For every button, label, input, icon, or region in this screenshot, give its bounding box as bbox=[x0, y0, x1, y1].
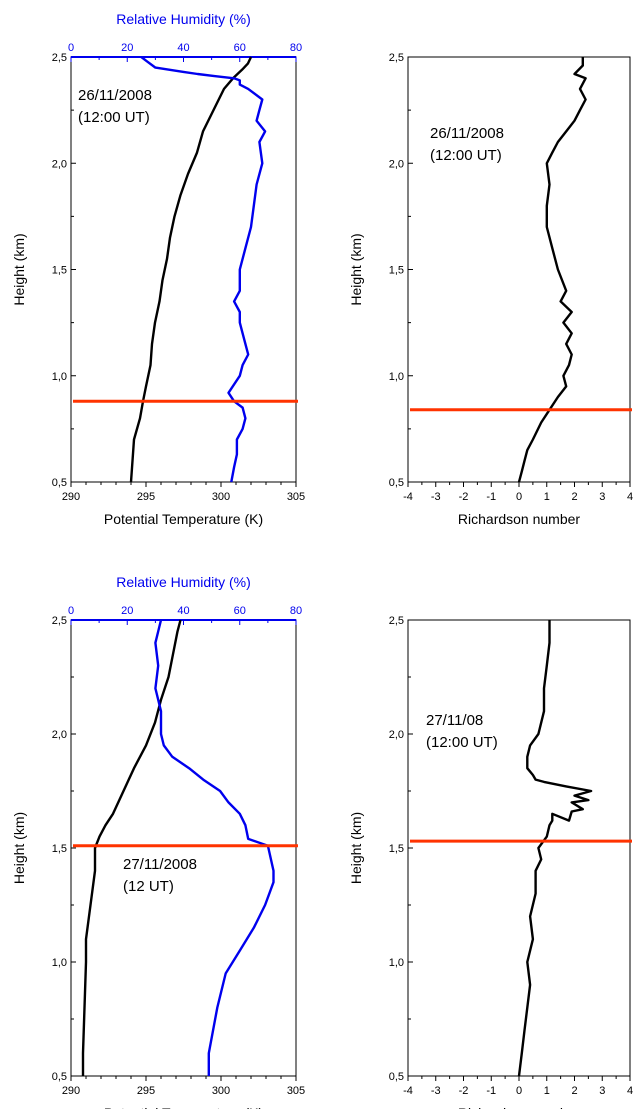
y-tick-label: 0,5 bbox=[52, 477, 67, 489]
y-tick-label: 2,0 bbox=[389, 158, 404, 170]
x-tick-label: 2 bbox=[571, 1085, 577, 1097]
annotation-date: 27/11/08 bbox=[426, 712, 483, 729]
rh-axis-title: Relative Humidity (%) bbox=[116, 11, 251, 27]
y-axis-title: Height (km) bbox=[11, 812, 27, 884]
x-tick-label: 0 bbox=[516, 491, 522, 503]
x-tick-label: -3 bbox=[431, 1085, 441, 1097]
rh-tick-label: 20 bbox=[121, 605, 133, 617]
x-tick-label: 3 bbox=[599, 1085, 605, 1097]
y-axis-title: Height (km) bbox=[348, 812, 364, 884]
rh-tick-label: 0 bbox=[68, 42, 74, 54]
y-tick-label: 1,5 bbox=[52, 265, 67, 277]
plot-frame bbox=[407, 56, 631, 483]
x-axis-title: Potential Temperature (K) bbox=[104, 1105, 263, 1109]
x-tick-label: -4 bbox=[403, 491, 413, 503]
y-tick-label: 1,0 bbox=[52, 371, 67, 383]
x-tick-label: 1 bbox=[544, 491, 550, 503]
rh-tick-label: 60 bbox=[234, 605, 246, 617]
x-tick-label: 300 bbox=[212, 1085, 230, 1097]
x-tick-label: 305 bbox=[287, 1085, 305, 1097]
x-tick-label: 4 bbox=[627, 1085, 633, 1097]
x-tick-label: 290 bbox=[62, 491, 80, 503]
richardson-number-line bbox=[517, 620, 593, 1077]
relative-humidity-line bbox=[154, 619, 275, 1076]
x-tick-label: 305 bbox=[287, 491, 305, 503]
rh-tick-label: 20 bbox=[121, 42, 133, 54]
x-tick-label: 1 bbox=[544, 1085, 550, 1097]
x-tick-label: -1 bbox=[486, 491, 496, 503]
rh-axis-title: Relative Humidity (%) bbox=[116, 574, 251, 590]
annotation-time: (12 UT) bbox=[123, 878, 174, 895]
potential-temperature-line bbox=[129, 56, 253, 483]
y-tick-label: 2,5 bbox=[52, 52, 67, 64]
x-tick-label: 0 bbox=[516, 1085, 522, 1097]
y-tick-label: 2,5 bbox=[389, 615, 404, 627]
x-axis-title: Richardson number bbox=[458, 1105, 581, 1109]
y-tick-label: 1,5 bbox=[389, 265, 404, 277]
y-tick-label: 1,0 bbox=[389, 371, 404, 383]
x-axis-title: Potential Temperature (K) bbox=[104, 511, 263, 527]
annotation-date: 26/11/2008 bbox=[430, 125, 504, 142]
x-tick-label: 290 bbox=[62, 1085, 80, 1097]
rh-tick-label: 80 bbox=[290, 42, 302, 54]
y-tick-label: 1,0 bbox=[389, 957, 404, 969]
y-tick-label: 2,0 bbox=[52, 729, 67, 741]
annotation-time: (12:00 UT) bbox=[430, 147, 502, 164]
x-tick-label: 4 bbox=[627, 491, 633, 503]
y-tick-label: 1,5 bbox=[52, 843, 67, 855]
x-tick-label: 3 bbox=[599, 491, 605, 503]
x-tick-label: 295 bbox=[137, 1085, 155, 1097]
y-axis-title: Height (km) bbox=[348, 233, 364, 305]
x-tick-label: -1 bbox=[486, 1085, 496, 1097]
rh-tick-label: 0 bbox=[68, 605, 74, 617]
annotation-date: 27/11/2008 bbox=[123, 856, 197, 873]
y-tick-label: 0,5 bbox=[52, 1071, 67, 1083]
y-tick-label: 2,0 bbox=[52, 158, 67, 170]
y-tick-label: 1,0 bbox=[52, 957, 67, 969]
plot-frame bbox=[407, 619, 631, 1077]
annotation-time: (12:00 UT) bbox=[426, 734, 498, 751]
y-tick-label: 2,5 bbox=[389, 52, 404, 64]
y-tick-label: 0,5 bbox=[389, 477, 404, 489]
x-tick-label: 300 bbox=[212, 491, 230, 503]
relative-humidity-line bbox=[140, 56, 267, 483]
x-axis-title: Richardson number bbox=[458, 511, 581, 527]
rh-tick-label: 40 bbox=[177, 42, 189, 54]
rh-tick-label: 60 bbox=[234, 42, 246, 54]
y-tick-label: 2,5 bbox=[52, 615, 67, 627]
x-tick-label: -3 bbox=[431, 491, 441, 503]
x-tick-label: -2 bbox=[459, 1085, 469, 1097]
x-tick-label: -4 bbox=[403, 1085, 413, 1097]
richardson-number-line bbox=[517, 57, 587, 483]
rh-tick-label: 80 bbox=[290, 605, 302, 617]
y-axis-title: Height (km) bbox=[11, 233, 27, 305]
plot-frame bbox=[70, 619, 297, 1077]
x-tick-label: 2 bbox=[571, 491, 577, 503]
x-tick-label: -2 bbox=[459, 491, 469, 503]
annotation-time: (12:00 UT) bbox=[78, 109, 150, 126]
y-tick-label: 2,0 bbox=[389, 729, 404, 741]
rh-tick-label: 40 bbox=[177, 605, 189, 617]
x-tick-label: 295 bbox=[137, 491, 155, 503]
annotation-date: 26/11/2008 bbox=[78, 87, 152, 104]
y-tick-label: 1,5 bbox=[389, 843, 404, 855]
potential-temperature-line bbox=[81, 619, 182, 1076]
y-tick-label: 0,5 bbox=[389, 1071, 404, 1083]
